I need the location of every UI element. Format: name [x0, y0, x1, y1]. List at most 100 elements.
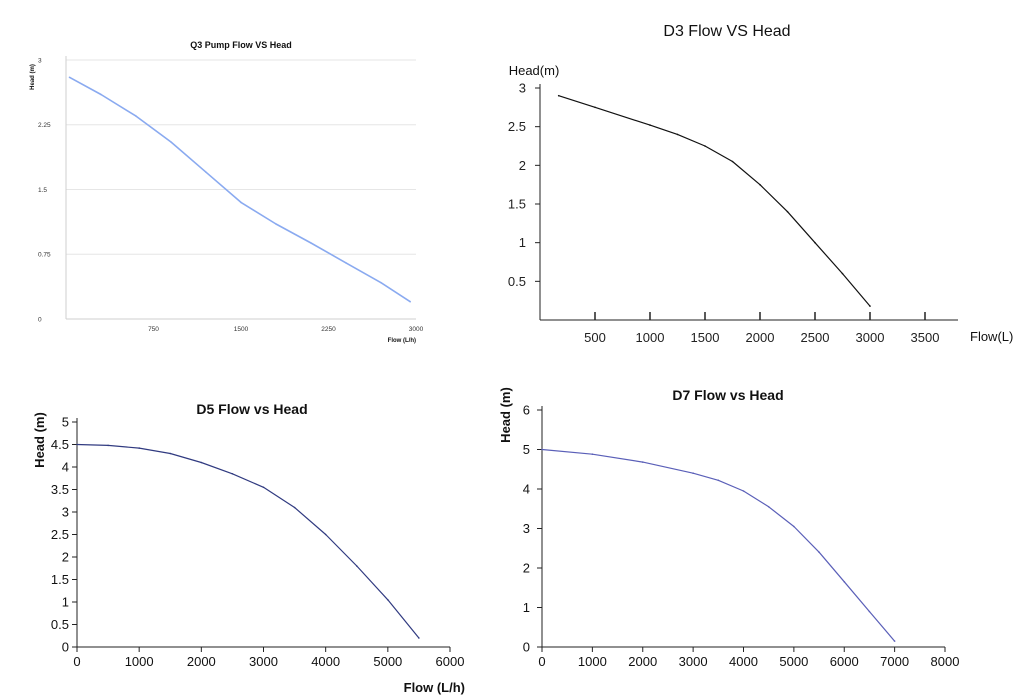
x-tick-label: 3000	[679, 654, 708, 669]
data-point	[356, 565, 358, 567]
y-tick-label: 4	[62, 460, 69, 475]
y-tick-label: 2.5	[51, 527, 69, 542]
y-tick-label: 1.5	[38, 187, 47, 194]
y-axis-label: Head (m)	[30, 64, 36, 90]
x-tick-label: 4000	[311, 654, 340, 669]
data-point	[135, 115, 137, 117]
series-line	[558, 95, 871, 307]
x-tick-label: 2000	[746, 330, 775, 345]
data-point	[310, 242, 312, 244]
x-tick-label: 5000	[373, 654, 402, 669]
x-tick-label: 4000	[729, 654, 758, 669]
y-axis-label: Head (m)	[498, 387, 513, 443]
x-tick-label: 6000	[436, 654, 465, 669]
series-line	[76, 443, 420, 639]
y-tick-label: 2	[62, 550, 69, 565]
y-tick-label: 0	[38, 316, 42, 323]
x-tick-label: 1500	[691, 330, 720, 345]
x-tick-label: 0	[538, 654, 545, 669]
data-point	[893, 640, 896, 642]
data-point	[742, 490, 745, 492]
data-point	[409, 300, 412, 303]
chart-q3-flow-vs-head: 0 0.75 1.5 2.25 3 750 1500 2250 3000 Q3 Pump Flow…	[30, 40, 424, 344]
x-axis-label: Flow(L)	[970, 329, 1013, 344]
x-tick-label: 1000	[125, 654, 154, 669]
chart-d7-flow-vs-head: 0 1 2 3 4 5 6 0 1000 2000 3000 4000 5000 6000 7000 8000…	[498, 387, 959, 669]
x-tick-label: 1500	[234, 326, 249, 333]
y-tick-label: 0.5	[51, 617, 69, 632]
data-point	[731, 160, 734, 163]
y-tick-label: 1	[62, 595, 69, 610]
x-tick-label: 2500	[801, 330, 830, 345]
chart-title: D5 Flow vs Head	[196, 401, 307, 417]
chart-title: D7 Flow vs Head	[672, 387, 783, 403]
y-tick-label: 0	[523, 640, 530, 655]
y-axis-label: Head (m)	[32, 412, 47, 468]
data-point	[557, 94, 560, 97]
data-point	[692, 472, 694, 475]
x-tick-label: 8000	[931, 654, 960, 669]
y-tick-label: 6	[523, 403, 530, 418]
y-tick-label: 1.5	[508, 197, 526, 212]
data-point	[642, 461, 644, 463]
data-point	[594, 106, 596, 109]
x-tick-label: 3000	[856, 330, 885, 345]
data-point	[591, 453, 594, 456]
data-point	[418, 637, 420, 639]
y-tick-label: 5	[523, 442, 530, 457]
y-axis-label: Head(m)	[509, 63, 560, 78]
data-point	[138, 447, 140, 449]
y-tick-label: 2	[523, 561, 530, 576]
data-point	[767, 506, 770, 508]
data-point	[841, 272, 844, 275]
y-tick-label: 0.5	[508, 274, 526, 289]
y-tick-label: 3	[519, 81, 526, 96]
chart-title: D3 Flow VS Head	[663, 23, 790, 40]
data-point	[76, 443, 78, 446]
data-point	[793, 525, 795, 528]
data-point	[240, 201, 242, 204]
data-point	[293, 506, 296, 509]
data-point	[275, 223, 277, 225]
x-tick-label: 2000	[187, 654, 216, 669]
y-tick-label: 3	[38, 57, 42, 64]
y-tick-label: 3	[523, 521, 530, 536]
y-tick-label: 2.5	[508, 119, 526, 134]
data-point	[262, 486, 265, 489]
data-point	[814, 241, 816, 244]
data-point	[786, 210, 789, 213]
x-axis-label: Flow (L/h)	[388, 338, 416, 344]
y-tick-label: 0.75	[38, 252, 51, 259]
y-tick-label: 3	[62, 505, 69, 520]
y-tick-label: 2.25	[38, 122, 51, 129]
y-tick-label: 4	[523, 482, 530, 497]
x-tick-label: 3500	[911, 330, 940, 345]
data-point	[170, 141, 172, 143]
x-tick-label: 0	[73, 654, 80, 669]
data-point	[380, 281, 382, 284]
x-tick-label: 2000	[628, 654, 657, 669]
y-tick-label: 5	[62, 415, 69, 430]
x-tick-label: 3000	[409, 326, 424, 333]
data-point	[324, 533, 327, 536]
y-tick-label: 2	[519, 158, 526, 173]
data-point	[818, 551, 820, 553]
data-point	[676, 133, 679, 136]
y-tick-label: 1.5	[51, 572, 69, 587]
y-tick-label: 3.5	[51, 482, 69, 497]
data-point	[387, 599, 389, 601]
data-point	[231, 473, 234, 475]
data-point	[205, 171, 207, 173]
x-tick-label: 5000	[779, 654, 808, 669]
data-point	[717, 479, 720, 482]
data-point	[345, 262, 347, 264]
y-tick-label: 1	[519, 235, 526, 250]
x-tick-label: 6000	[830, 654, 859, 669]
data-point	[200, 461, 203, 464]
x-tick-label: 1000	[578, 654, 607, 669]
data-point	[869, 305, 871, 307]
x-tick-label: 1000	[636, 330, 665, 345]
data-point	[68, 76, 71, 79]
